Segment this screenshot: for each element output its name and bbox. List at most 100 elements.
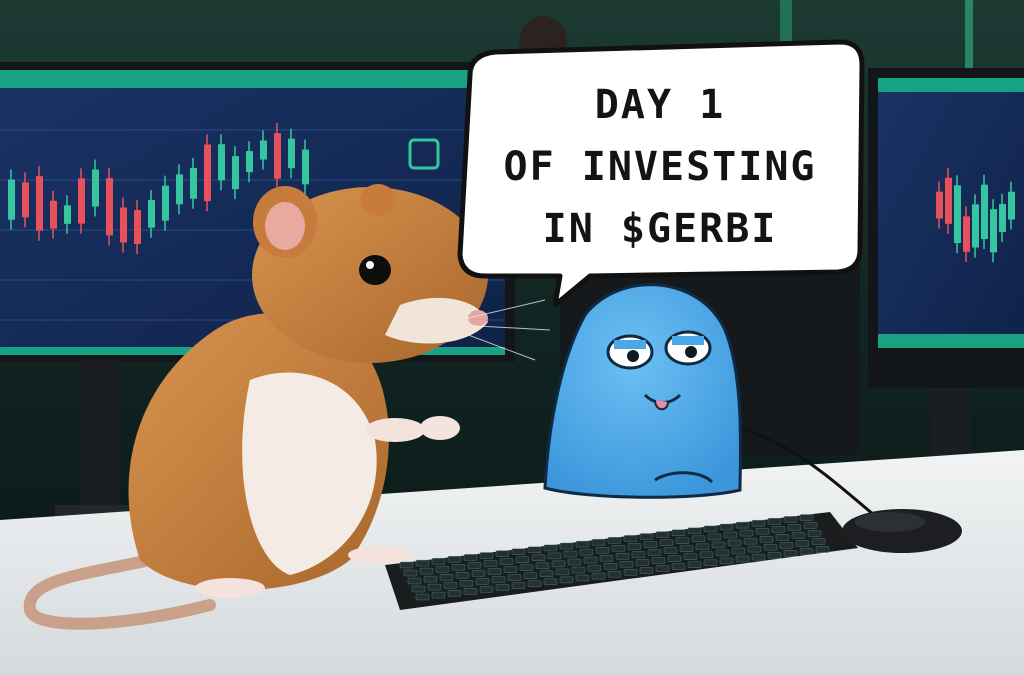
keyboard-key [707, 533, 722, 541]
gerbil-nose [468, 310, 488, 326]
candle-body [218, 144, 225, 181]
keyboard-key [587, 564, 602, 572]
keyboard-key [535, 562, 550, 569]
keyboard-key [539, 570, 554, 577]
keyboard-key [703, 525, 718, 533]
keyboard-key [443, 582, 458, 589]
keyboard-key [703, 559, 718, 566]
keyboard-key [503, 566, 518, 573]
keyboard-key [511, 582, 526, 589]
keyboard-key [519, 564, 534, 571]
keyboard-key [719, 557, 734, 565]
candle-body [176, 174, 183, 205]
keyboard [385, 512, 858, 610]
keyboard-key [655, 531, 670, 538]
gerbil-ear-right [360, 184, 396, 216]
candle-body [963, 216, 970, 252]
keyboard-key [459, 580, 474, 587]
keyboard-key [675, 537, 690, 544]
keyboard-key [575, 540, 590, 548]
keyboard-key [491, 576, 506, 583]
keyboard-key [555, 568, 570, 576]
keyboard-key [671, 563, 686, 570]
candle-body [64, 205, 71, 224]
keyboard-key [611, 545, 626, 552]
keyboard-key [615, 553, 630, 560]
keyboard-key [651, 557, 666, 564]
keyboard-key [403, 569, 418, 577]
keyboard-key [427, 583, 442, 591]
candle-body [22, 182, 29, 218]
keyboard-key [735, 521, 750, 529]
mouse-highlight [855, 512, 925, 532]
left-monitor-top-bar [0, 70, 505, 88]
candle-body [246, 151, 253, 173]
keyboard-key [591, 539, 606, 546]
keyboard-key [467, 562, 482, 569]
candle-body [260, 140, 267, 160]
keyboard-key [755, 528, 770, 535]
keyboard-key [803, 522, 818, 529]
keyboard-key [435, 566, 450, 573]
keyboard-key [447, 590, 462, 597]
keyboard-key [543, 578, 558, 585]
keyboard-key [499, 558, 514, 565]
keyboard-key [567, 558, 582, 566]
speech-bubble-shape [457, 39, 865, 308]
keyboard-key [767, 518, 782, 525]
keyboard-key [691, 535, 706, 542]
keyboard-key [407, 577, 422, 585]
keyboard-key [419, 567, 434, 575]
keyboard-key [439, 574, 454, 581]
keyboard-key [767, 552, 782, 559]
left-monitor-stand [80, 360, 120, 520]
keyboard-key [527, 580, 542, 587]
gerbil-tail [23, 554, 216, 630]
right-monitor [868, 68, 1024, 388]
keyboard-key [607, 571, 622, 578]
gerbil-foot-right [348, 546, 412, 564]
keyboard-key [531, 554, 546, 561]
keyboard-key [455, 572, 470, 579]
candle-body [120, 207, 127, 243]
keyboard-key [399, 561, 414, 569]
keyboard-key [671, 529, 686, 536]
candle-body [954, 185, 961, 244]
keyboard-key [451, 564, 466, 571]
candle-body [8, 179, 15, 220]
speech-bubble [457, 39, 865, 308]
keyboard-key [507, 574, 522, 581]
keyboard-key [663, 547, 678, 554]
candle-body [148, 200, 155, 228]
candle-body [232, 156, 239, 190]
gerbil-eye-highlight [366, 261, 374, 269]
keyboard-key [475, 578, 490, 585]
keyboard-key [679, 545, 694, 552]
keyboard-key [739, 529, 754, 537]
candle-body [1008, 191, 1015, 220]
keyboard-key [751, 520, 766, 527]
keyboard-key [807, 530, 822, 537]
blue-cartoon-character [543, 283, 743, 499]
keyboard-key [479, 552, 494, 559]
keyboard-key [571, 566, 586, 574]
blue-character-pupil-left [627, 350, 639, 362]
candle-body [288, 138, 295, 169]
keyboard-key [483, 560, 498, 567]
candle-body [190, 167, 197, 199]
keyboard-key [551, 560, 566, 568]
candle-body [106, 178, 113, 236]
keyboard-key [799, 514, 814, 521]
keyboard-key [687, 561, 702, 568]
gerbil [23, 184, 551, 630]
keyboard-key [747, 545, 762, 553]
keyboard-key [775, 534, 790, 541]
gerbil-foot [195, 578, 265, 598]
keyboard-key [547, 552, 562, 560]
gerbil-paw-right [420, 416, 460, 440]
keyboard-key [711, 541, 726, 549]
gerbil-ear-left-inner [265, 202, 305, 250]
candle-body [92, 169, 99, 207]
right-candlestick-chart [936, 167, 1015, 263]
